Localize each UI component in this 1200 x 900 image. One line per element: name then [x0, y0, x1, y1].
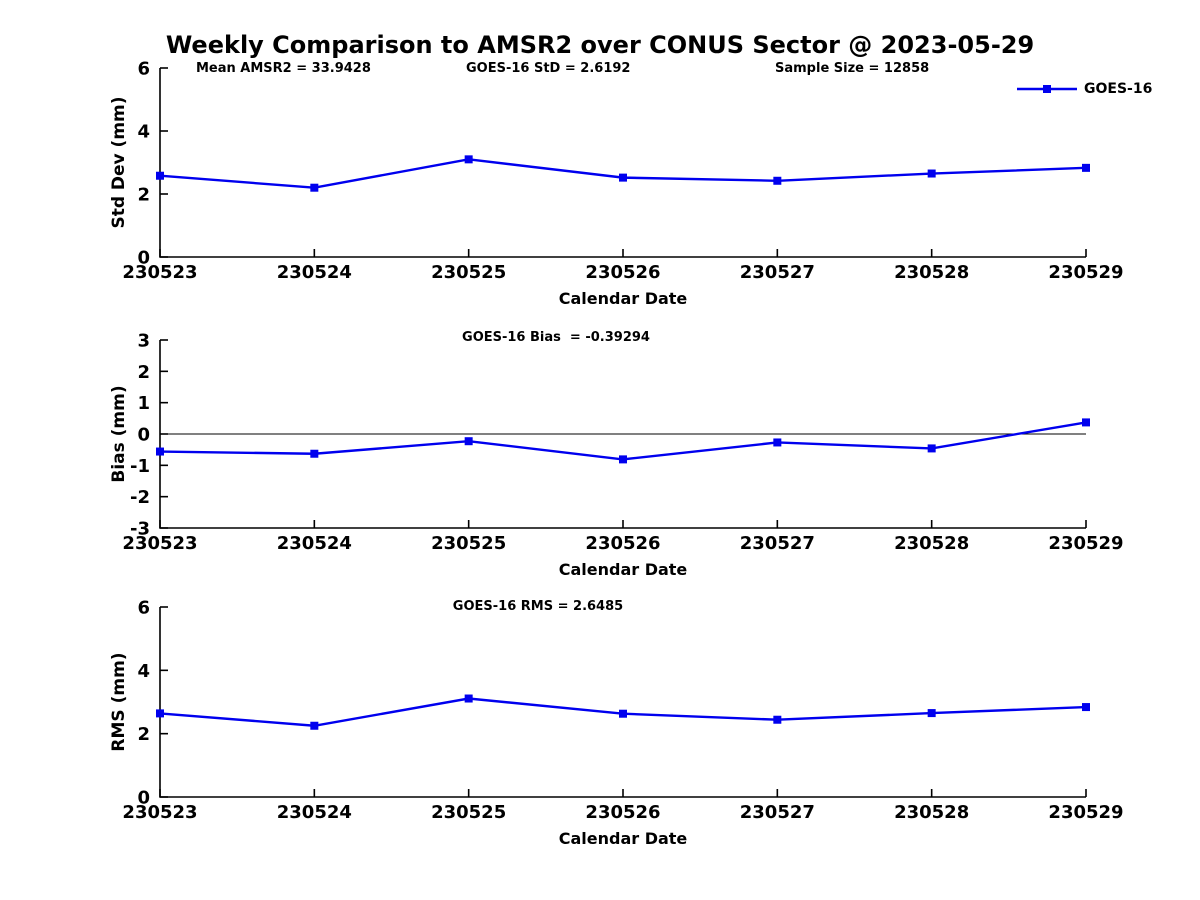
x-tick-label: 230529	[1048, 533, 1123, 554]
goes16-std-annotation: GOES-16 StD = 2.6192	[466, 61, 631, 76]
y-tick-label: 0	[137, 788, 150, 809]
sample-size-annotation: Sample Size = 12858	[775, 61, 930, 76]
data-point-marker	[156, 171, 164, 180]
y-tick-label: 0	[137, 248, 150, 269]
y-tick-label: 4	[137, 122, 150, 143]
x-tick-label: 230523	[122, 533, 197, 554]
data-point-marker	[156, 709, 164, 718]
data-point-marker	[1082, 418, 1090, 427]
x-axis-title: Calendar Date	[559, 560, 688, 579]
x-tick-label: 230525	[431, 262, 506, 283]
data-point-marker	[619, 709, 627, 718]
y-tick-label: 2	[137, 362, 150, 383]
x-tick-label: 230524	[277, 262, 352, 283]
data-point-marker	[464, 155, 473, 164]
mean-amsr2-annotation: Mean AMSR2 = 33.9428	[196, 61, 371, 76]
legend-line-marker-icon	[1017, 85, 1077, 93]
y-tick-label: 6	[137, 59, 150, 80]
panel-std-dev: 0 2 4 6 230523 230524 230525 230526 230527 230528…	[109, 59, 1124, 309]
data-point-marker	[464, 694, 473, 703]
axis-frame	[159, 68, 1086, 258]
x-axis-title: Calendar Date	[559, 829, 688, 848]
y-tick-label: -1	[130, 456, 150, 477]
x-tick-label: 230526	[585, 262, 660, 283]
data-point-marker	[310, 183, 319, 192]
x-axis-title: Calendar Date	[559, 289, 688, 308]
data-point-marker	[1082, 163, 1090, 172]
y-tick-label: 2	[137, 185, 150, 206]
data-point-marker	[773, 438, 782, 447]
x-tick-label: 230527	[740, 533, 815, 554]
data-point-marker	[156, 447, 164, 456]
x-tick-label: 230523	[122, 802, 197, 823]
data-point-marker	[619, 455, 627, 464]
panel-annotation-bias: GOES-16 Bias = -0.39294	[462, 330, 650, 345]
x-tick-label: 230526	[585, 802, 660, 823]
x-tick-label: 230528	[894, 262, 969, 283]
x-tick-label: 230529	[1048, 262, 1123, 283]
panel-rms: 0 2 4 6 230523 230524 230525 230526 230527 230528…	[109, 598, 1124, 849]
data-point-marker	[619, 173, 627, 182]
y-tick-label: 2	[137, 724, 150, 745]
data-point-marker	[310, 721, 319, 730]
x-tick-label: 230527	[740, 802, 815, 823]
data-point-marker	[773, 176, 782, 185]
y-tick-label: 1	[137, 393, 150, 414]
y-tick-label: 4	[137, 661, 150, 682]
data-point-marker	[310, 449, 319, 458]
x-tick-label: 230528	[894, 802, 969, 823]
data-point-marker	[464, 437, 473, 446]
data-point-marker	[1082, 703, 1090, 712]
x-tick-label: 230528	[894, 533, 969, 554]
y-axis-title: Bias (mm)	[109, 385, 129, 482]
x-tick-label: 230525	[431, 533, 506, 554]
series-line-goes-16	[159, 158, 1087, 189]
x-tick-label: 230524	[277, 802, 352, 823]
x-tick-label: 230529	[1048, 802, 1123, 823]
y-tick-label: 6	[137, 598, 150, 619]
data-point-marker	[773, 715, 782, 724]
panel-bias: -3 -2 -1 0 1 2 3 230523 230524 230525 230526 230527…	[109, 330, 1124, 579]
x-tick-label: 230524	[277, 533, 352, 554]
data-point-marker	[927, 709, 936, 718]
x-tick-label: 230527	[740, 262, 815, 283]
y-tick-label: 3	[137, 331, 150, 352]
y-axis-title: Std Dev (mm)	[109, 96, 129, 228]
x-tick-label: 230525	[431, 802, 506, 823]
y-axis-title: RMS (mm)	[109, 652, 129, 751]
panel-annotation-rms: GOES-16 RMS = 2.6485	[453, 599, 623, 614]
y-tick-label: 0	[137, 425, 150, 446]
axis-frame	[159, 607, 1086, 798]
legend-series-label: GOES-16	[1084, 81, 1153, 97]
series-line-goes-16	[159, 421, 1087, 461]
x-tick-label: 230526	[585, 533, 660, 554]
data-point-marker	[927, 169, 936, 178]
y-tick-label: -2	[130, 487, 150, 508]
figure-title: Weekly Comparison to AMSR2 over CONUS Se…	[165, 31, 1035, 59]
legend: GOES-16	[1016, 81, 1152, 97]
x-tick-label: 230523	[122, 262, 197, 283]
data-point-marker	[927, 444, 936, 453]
y-tick-label: -3	[130, 519, 150, 540]
